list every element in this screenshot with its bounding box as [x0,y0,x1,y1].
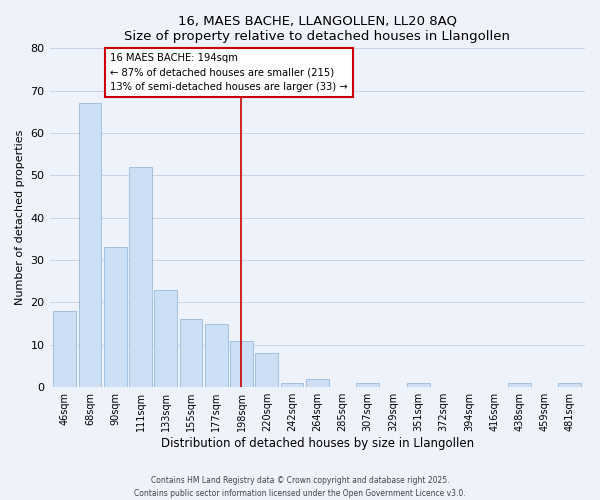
Bar [559,383,581,387]
Text: Contains HM Land Registry data © Crown copyright and database right 2025.
Contai: Contains HM Land Registry data © Crown c… [134,476,466,498]
Bar [104,248,127,387]
Bar [129,167,152,387]
Bar [79,104,101,387]
Bar [230,340,253,387]
Bar [256,354,278,387]
Text: 16 MAES BACHE: 194sqm
← 87% of detached houses are smaller (215)
13% of semi-det: 16 MAES BACHE: 194sqm ← 87% of detached … [110,52,348,92]
Bar [281,383,304,387]
Bar [306,378,329,387]
Bar [356,383,379,387]
Bar [53,311,76,387]
Bar [205,324,227,387]
Bar [179,320,202,387]
Bar [154,290,177,387]
Bar [508,383,530,387]
X-axis label: Distribution of detached houses by size in Llangollen: Distribution of detached houses by size … [161,437,474,450]
Bar [407,383,430,387]
Title: 16, MAES BACHE, LLANGOLLEN, LL20 8AQ
Size of property relative to detached house: 16, MAES BACHE, LLANGOLLEN, LL20 8AQ Siz… [124,15,510,43]
Y-axis label: Number of detached properties: Number of detached properties [15,130,25,306]
